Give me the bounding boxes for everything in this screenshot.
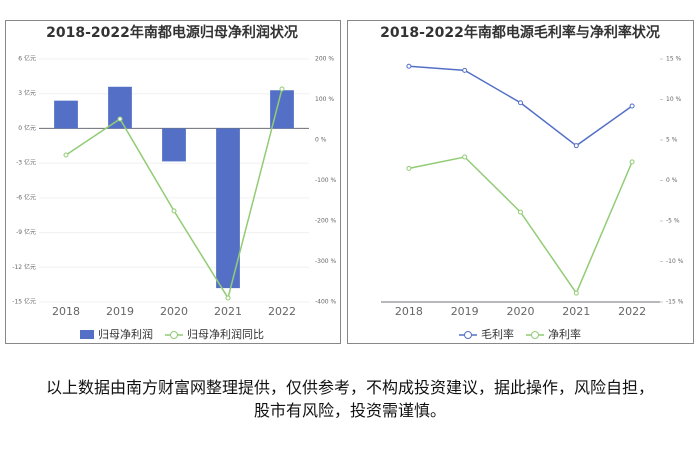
y-tick-label: -15 亿元 [12, 298, 36, 306]
point [518, 209, 523, 215]
point [629, 103, 635, 109]
chart-title: 2018-2022年南都电源毛利率与净利率状况 [380, 24, 660, 41]
x-tick-label: 2021 [562, 305, 590, 318]
y2-tick-label: 15 % [666, 56, 682, 63]
y2-tick-label: 10 % [666, 96, 682, 103]
y2-tick-label: -200 % [315, 218, 337, 225]
y2-tick-label: -10 % [666, 258, 684, 265]
legend-swatch [531, 331, 539, 339]
legend-label: 净利率 [548, 327, 581, 341]
point [406, 63, 412, 69]
y-tick-label: -12 亿元 [12, 263, 36, 271]
x-tick-label: 2021 [214, 305, 242, 318]
legend-swatch [464, 331, 472, 339]
point [462, 154, 468, 160]
legend-label: 归母净利润同比 [187, 327, 264, 341]
legend-label: 归母净利润 [98, 327, 153, 341]
point [117, 116, 123, 122]
y2-tick-label: -400 % [315, 299, 337, 306]
caption: 以上数据由南方财富网整理提供，仅供参考，不构成投资建议，据此操作，风险自担，股市… [45, 378, 654, 420]
y-tick-label: -6 亿元 [16, 193, 36, 201]
point [462, 67, 468, 73]
y-tick-label: 3 亿元 [18, 89, 36, 97]
panel [5, 20, 341, 344]
y2-tick-label: -5 % [666, 218, 680, 225]
bar [270, 90, 294, 129]
bar [108, 86, 132, 129]
chart-title: 2018-2022年南都电源归母净利润状况 [46, 24, 298, 41]
x-tick-label: 2019 [106, 305, 134, 318]
bar [54, 100, 78, 129]
point [279, 86, 285, 92]
y2-tick-label: 200 % [315, 56, 334, 63]
y2-tick-label: -15 % [666, 299, 684, 306]
point [573, 290, 579, 296]
x-tick-label: 2020 [507, 305, 535, 318]
point [63, 152, 69, 158]
y2-tick-label: 5 % [666, 137, 678, 144]
legend-label: 毛利率 [481, 327, 514, 341]
x-tick-label: 2022 [268, 305, 296, 318]
y2-tick-label: -100 % [315, 177, 337, 184]
y-tick-label: 0 亿元 [18, 124, 36, 132]
point [171, 208, 177, 214]
bar [162, 128, 186, 162]
y2-tick-label: 0 % [666, 177, 678, 184]
y-tick-label: -3 亿元 [16, 159, 36, 167]
bar [216, 128, 240, 289]
point [518, 100, 523, 106]
y-tick-label: 6 亿元 [18, 55, 36, 63]
x-tick-label: 2019 [451, 305, 479, 318]
charts: 2018-2022年南都电源归母净利润状况 6 亿元 3 亿元 0 亿元 -3 亿元 -6… [5, 20, 694, 344]
point [225, 295, 231, 301]
y2-tick-label: -300 % [315, 258, 337, 265]
point [406, 165, 412, 171]
point [573, 143, 579, 149]
x-tick-label: 2020 [160, 305, 188, 318]
legend-swatch [80, 330, 94, 339]
point [629, 159, 635, 165]
y2-tick-label: 0 % [315, 137, 327, 144]
x-tick-label: 2018 [395, 305, 423, 318]
x-tick-label: 2018 [52, 305, 80, 318]
x-tick-label: 2022 [618, 305, 646, 318]
legend-swatch [170, 331, 178, 339]
y2-tick-label: 100 % [315, 96, 334, 103]
y-tick-label: -9 亿元 [16, 228, 36, 236]
panel [347, 20, 694, 344]
